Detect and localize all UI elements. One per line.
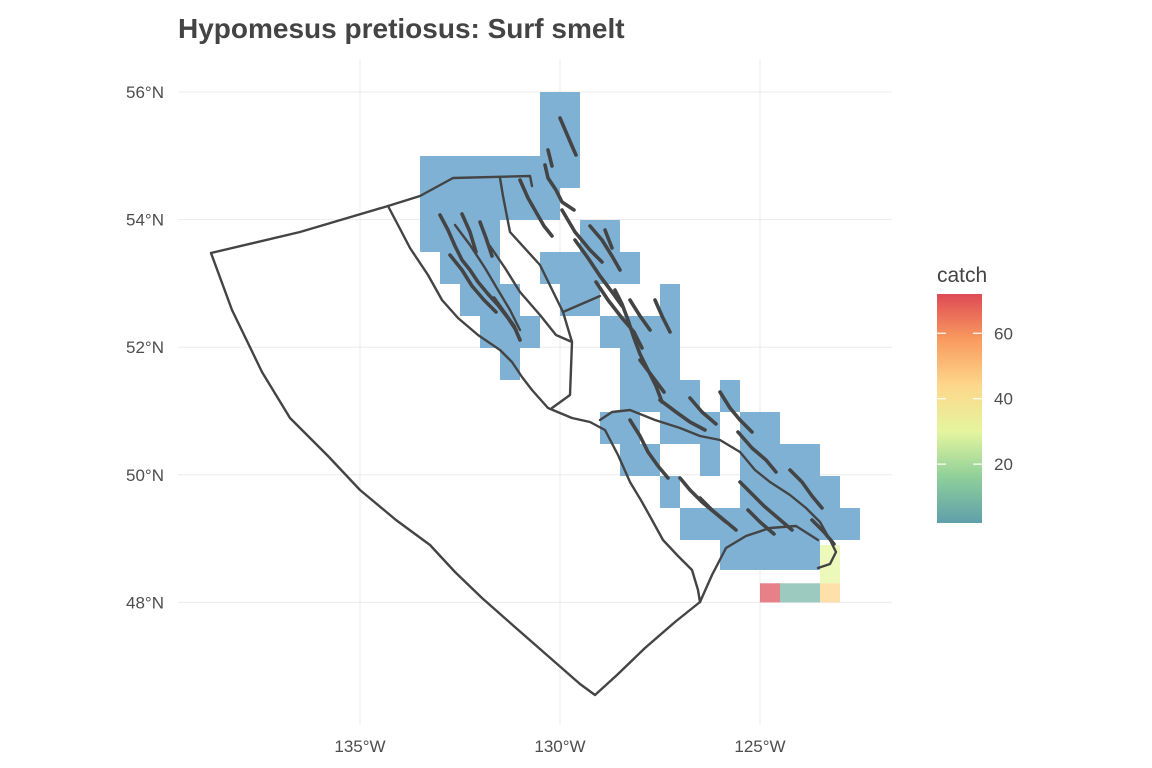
baseline-cell [620, 348, 680, 412]
y-tick-label: 50°N [126, 466, 164, 485]
catch-cell [780, 583, 800, 603]
coastline-and-boundaries [209, 116, 838, 697]
catch-legend: catch 60 40 20 [937, 264, 1013, 523]
fjord-detail-haida [438, 212, 522, 342]
fjord-detail-south [678, 468, 836, 546]
baseline-cell [620, 252, 640, 284]
y-tick-label: 56°N [126, 83, 164, 102]
baseline-cell [800, 444, 820, 476]
legend-ticks: 60 40 20 [937, 324, 1013, 474]
baseline-cell [660, 284, 680, 316]
fjord-detail-north [518, 116, 644, 350]
baseline-cell [720, 540, 820, 570]
legend-colorbar [937, 294, 982, 523]
inner-boundary-line [488, 176, 602, 410]
x-tick-label: 130°W [534, 737, 585, 756]
x-tick-label: 125°W [734, 737, 785, 756]
outer-boundary-outline [209, 174, 702, 697]
catch-cell [820, 544, 840, 565]
fjord-detail-central [613, 288, 778, 480]
latitude-axis: 56°N 54°N 52°N 50°N 48°N [126, 83, 164, 612]
catch-cell [800, 583, 820, 603]
y-tick-label: 52°N [126, 338, 164, 357]
catch-cell [820, 583, 840, 603]
baseline-cell [720, 380, 740, 412]
legend-tick-label: 40 [994, 390, 1013, 409]
catch-cell [760, 583, 780, 603]
longitude-axis: 135°W 130°W 125°W [334, 737, 785, 756]
map-title: Hypomesus pretiosus: Surf smelt [178, 13, 625, 44]
legend-tick-label: 20 [994, 455, 1013, 474]
y-tick-label: 54°N [126, 211, 164, 230]
baseline-cell [800, 476, 840, 508]
island-outline [386, 204, 702, 604]
baseline-cell [700, 444, 720, 476]
catch-cell [820, 564, 840, 584]
legend-tick-label: 60 [994, 324, 1013, 343]
legend-title: catch [937, 264, 987, 287]
y-tick-label: 48°N [126, 593, 164, 612]
x-tick-label: 135°W [334, 737, 385, 756]
baseline-cell [660, 476, 680, 508]
